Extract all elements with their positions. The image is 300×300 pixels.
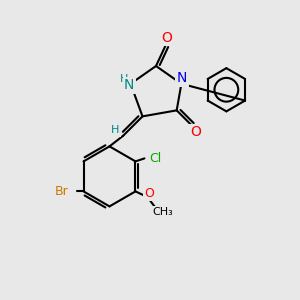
Text: O: O [161,31,172,45]
Text: Br: Br [55,185,68,198]
Text: O: O [191,125,202,139]
Text: N: N [124,78,134,92]
Text: H: H [111,125,120,136]
Text: N: N [177,71,187,85]
Text: CH₃: CH₃ [152,207,173,217]
Text: O: O [144,187,154,200]
Text: Cl: Cl [149,152,162,165]
Text: H: H [120,74,128,84]
